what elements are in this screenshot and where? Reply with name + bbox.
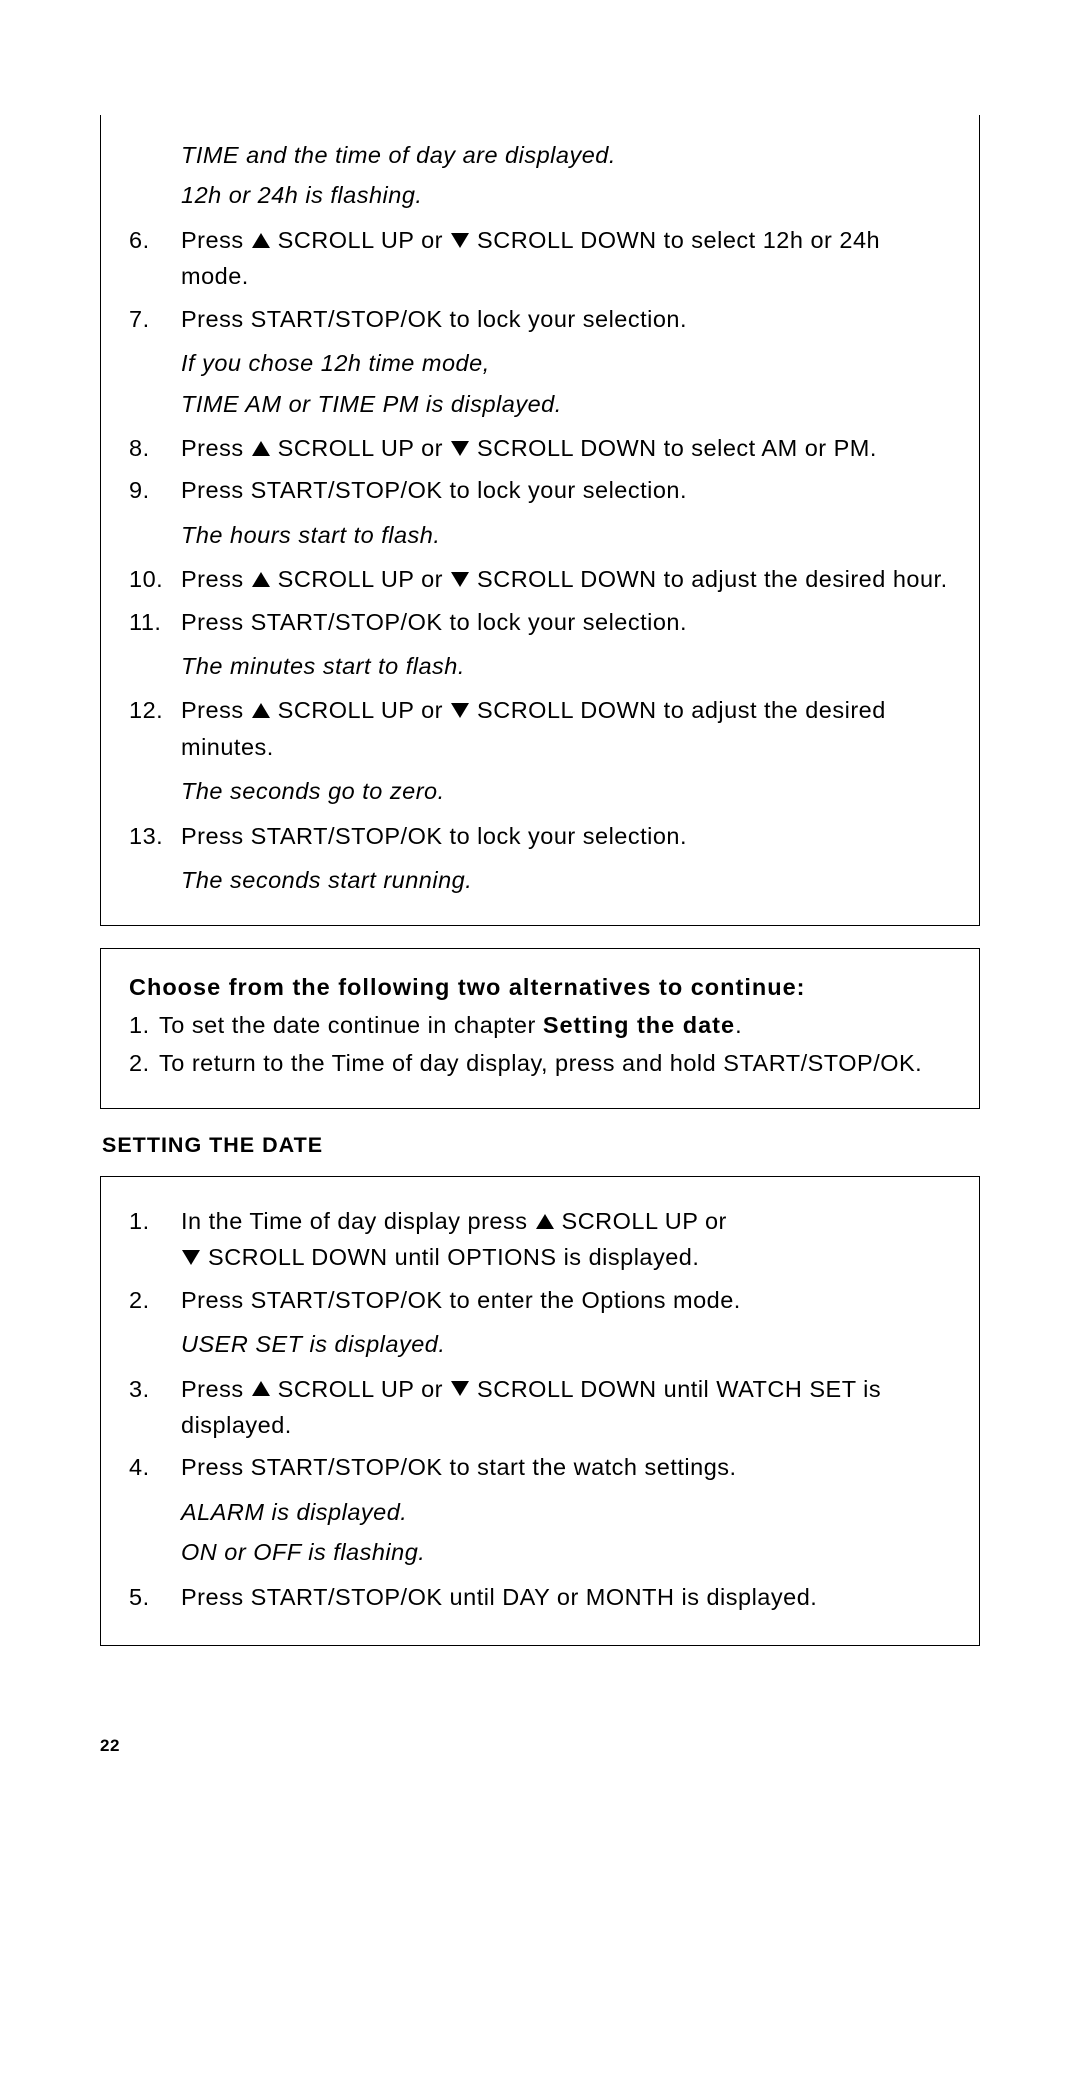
step-number: 10. xyxy=(129,561,181,597)
step-body: Press SCROLL UP or SCROLL DOWN to select… xyxy=(181,222,951,295)
step-number: 12. xyxy=(129,692,181,765)
step-item: 3. Press SCROLL UP or SCROLL DOWN until … xyxy=(129,1371,951,1444)
step-body: Press SCROLL UP or SCROLL DOWN to adjust… xyxy=(181,561,951,597)
step-number: 5. xyxy=(129,1579,181,1615)
step-item: 2. Press START/STOP/OK to enter the Opti… xyxy=(129,1282,951,1318)
list-number: 1. xyxy=(129,1007,159,1043)
section-title: SETTING THE DATE xyxy=(102,1133,980,1158)
step-item: 1. In the Time of day display press SCRO… xyxy=(129,1203,951,1276)
step-number: 7. xyxy=(129,301,181,337)
step-body: Press START/STOP/OK to start the watch s… xyxy=(181,1449,951,1485)
step-item: 13. Press START/STOP/OK to lock your sel… xyxy=(129,818,951,854)
note-text: The hours start to flash. xyxy=(181,515,951,555)
step-number: 13. xyxy=(129,818,181,854)
step-item: 5. Press START/STOP/OK until DAY or MONT… xyxy=(129,1579,951,1615)
scroll-down-icon xyxy=(182,1250,200,1265)
note-text: The seconds start running. xyxy=(181,860,951,900)
alternatives-heading: Choose from the following two alternativ… xyxy=(129,969,951,1005)
step-number: 2. xyxy=(129,1282,181,1318)
step-body: Press START/STOP/OK to lock your selecti… xyxy=(181,301,951,337)
step-number: 4. xyxy=(129,1449,181,1485)
step-body: Press SCROLL UP or SCROLL DOWN until WAT… xyxy=(181,1371,951,1444)
list-item: 1. To set the date continue in chapter S… xyxy=(129,1007,951,1043)
list-number: 2. xyxy=(129,1045,159,1081)
scroll-up-icon xyxy=(536,1214,554,1229)
note-text: TIME and the time of day are displayed. xyxy=(181,135,951,175)
step-number: 1. xyxy=(129,1203,181,1276)
step-number: 6. xyxy=(129,222,181,295)
note-text: The seconds go to zero. xyxy=(181,771,951,811)
step-body: Press SCROLL UP or SCROLL DOWN to select… xyxy=(181,430,951,466)
step-item: 4. Press START/STOP/OK to start the watc… xyxy=(129,1449,951,1485)
alternatives-box: Choose from the following two alternativ… xyxy=(100,948,980,1109)
step-body: In the Time of day display press SCROLL … xyxy=(181,1203,951,1276)
list-body: To set the date continue in chapter Sett… xyxy=(159,1007,951,1043)
step-item: 8. Press SCROLL UP or SCROLL DOWN to sel… xyxy=(129,430,951,466)
step-number: 8. xyxy=(129,430,181,466)
scroll-up-icon xyxy=(252,1381,270,1396)
scroll-up-icon xyxy=(252,233,270,248)
note-text: 12h or 24h is flashing. xyxy=(181,175,951,215)
note-text: USER SET is displayed. xyxy=(181,1324,951,1364)
scroll-down-icon xyxy=(451,703,469,718)
step-item: 10. Press SCROLL UP or SCROLL DOWN to ad… xyxy=(129,561,951,597)
scroll-up-icon xyxy=(252,441,270,456)
step-body: Press START/STOP/OK until DAY or MONTH i… xyxy=(181,1579,951,1615)
list-body: To return to the Time of day display, pr… xyxy=(159,1045,951,1081)
step-item: 7. Press START/STOP/OK to lock your sele… xyxy=(129,301,951,337)
steps-box-2: 1. In the Time of day display press SCRO… xyxy=(100,1176,980,1646)
note-text: ON or OFF is flashing. xyxy=(181,1532,951,1572)
step-body: Press START/STOP/OK to lock your selecti… xyxy=(181,604,951,640)
step-item: 6. Press SCROLL UP or SCROLL DOWN to sel… xyxy=(129,222,951,295)
scroll-up-icon xyxy=(252,703,270,718)
list-item: 2. To return to the Time of day display,… xyxy=(129,1045,951,1081)
step-item: 11. Press START/STOP/OK to lock your sel… xyxy=(129,604,951,640)
step-number: 3. xyxy=(129,1371,181,1444)
step-body: Press START/STOP/OK to lock your selecti… xyxy=(181,472,951,508)
step-number: 11. xyxy=(129,604,181,640)
steps-box-1: TIME and the time of day are displayed. … xyxy=(100,115,980,926)
note-text: If you chose 12h time mode, xyxy=(181,343,951,383)
note-text: TIME AM or TIME PM is displayed. xyxy=(181,384,951,424)
step-item: 12. Press SCROLL UP or SCROLL DOWN to ad… xyxy=(129,692,951,765)
scroll-down-icon xyxy=(451,233,469,248)
bold-ref: Setting the date xyxy=(543,1012,735,1038)
step-body: Press START/STOP/OK to lock your selecti… xyxy=(181,818,951,854)
scroll-down-icon xyxy=(451,441,469,456)
note-text: The minutes start to flash. xyxy=(181,646,951,686)
step-number: 9. xyxy=(129,472,181,508)
step-body: Press SCROLL UP or SCROLL DOWN to adjust… xyxy=(181,692,951,765)
page-number: 22 xyxy=(100,1736,980,1756)
note-text: ALARM is displayed. xyxy=(181,1492,951,1532)
step-item: 9. Press START/STOP/OK to lock your sele… xyxy=(129,472,951,508)
scroll-down-icon xyxy=(451,572,469,587)
scroll-up-icon xyxy=(252,572,270,587)
scroll-down-icon xyxy=(451,1381,469,1396)
step-body: Press START/STOP/OK to enter the Options… xyxy=(181,1282,951,1318)
